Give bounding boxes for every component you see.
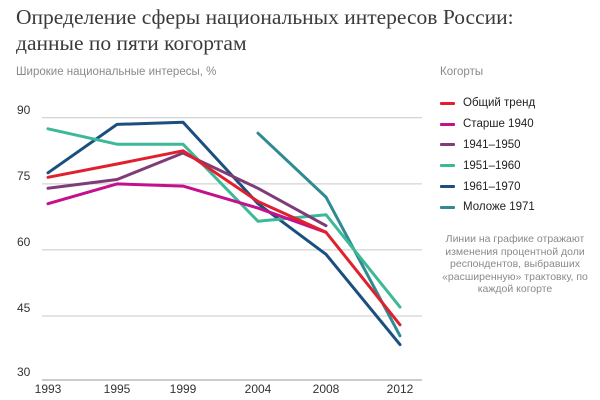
y-tick-label: 90 (17, 103, 31, 117)
legend-label: Моложе 1971 (463, 201, 535, 214)
legend-item: 1961–1970 (440, 176, 535, 197)
series-lines (46, 120, 402, 347)
legend-swatch (440, 185, 455, 189)
legend-swatch (440, 143, 455, 147)
legend-label: Общий тренд (463, 97, 536, 110)
series-line-2 (46, 182, 328, 234)
x-tick-label: 2004 (245, 382, 272, 396)
x-tick-label: 2008 (313, 382, 340, 396)
legend-label: 1941–1950 (463, 138, 521, 151)
legend: Общий тренд Старше 1940 1941–1950 1951–1960… (440, 93, 535, 218)
series-line-3 (46, 151, 328, 228)
legend-swatch (440, 122, 455, 126)
series-line-5 (46, 120, 402, 347)
y-tick-label: 45 (17, 301, 31, 315)
x-tick-label: 1995 (104, 382, 131, 396)
y-tick-label: 60 (17, 235, 31, 249)
legend-swatch (440, 205, 455, 209)
gridlines (42, 117, 422, 317)
x-tick-label: 1993 (35, 382, 62, 396)
chart-note: Линии на графике отражают изменения проц… (442, 233, 588, 295)
legend-item: Моложе 1971 (440, 197, 535, 218)
legend-item: Общий тренд (440, 93, 535, 114)
legend-title: Когорты (440, 66, 484, 78)
legend-swatch (440, 101, 455, 105)
x-tick-label: 1999 (170, 382, 197, 396)
chart-title-line-1: Определение сферы национальных интересов… (16, 5, 514, 29)
legend-label: 1951–1960 (463, 159, 521, 172)
legend-item: 1951–1960 (440, 155, 535, 176)
series-line-4 (46, 127, 402, 309)
y-axis-label: Широкие национальные интересы, % (16, 66, 217, 78)
y-tick-label: 75 (17, 169, 31, 183)
x-tick-label: 2012 (387, 382, 414, 396)
legend-item: Старше 1940 (440, 114, 535, 135)
chart-title-line-2: данные по пяти когортам (16, 31, 247, 55)
series-line-1 (46, 149, 402, 327)
y-tick-label: 30 (17, 365, 31, 379)
series-line-6 (256, 131, 402, 338)
chart-title: Определение сферы национальных интересов… (16, 4, 596, 56)
legend-swatch (440, 164, 455, 168)
legend-label: Старше 1940 (463, 118, 534, 131)
axes: 30 45 60 75 90 1993 1995 1999 2004 2008 2012 (17, 103, 422, 396)
legend-item: 1941–1950 (440, 135, 535, 156)
legend-label: 1961–1970 (463, 180, 521, 193)
